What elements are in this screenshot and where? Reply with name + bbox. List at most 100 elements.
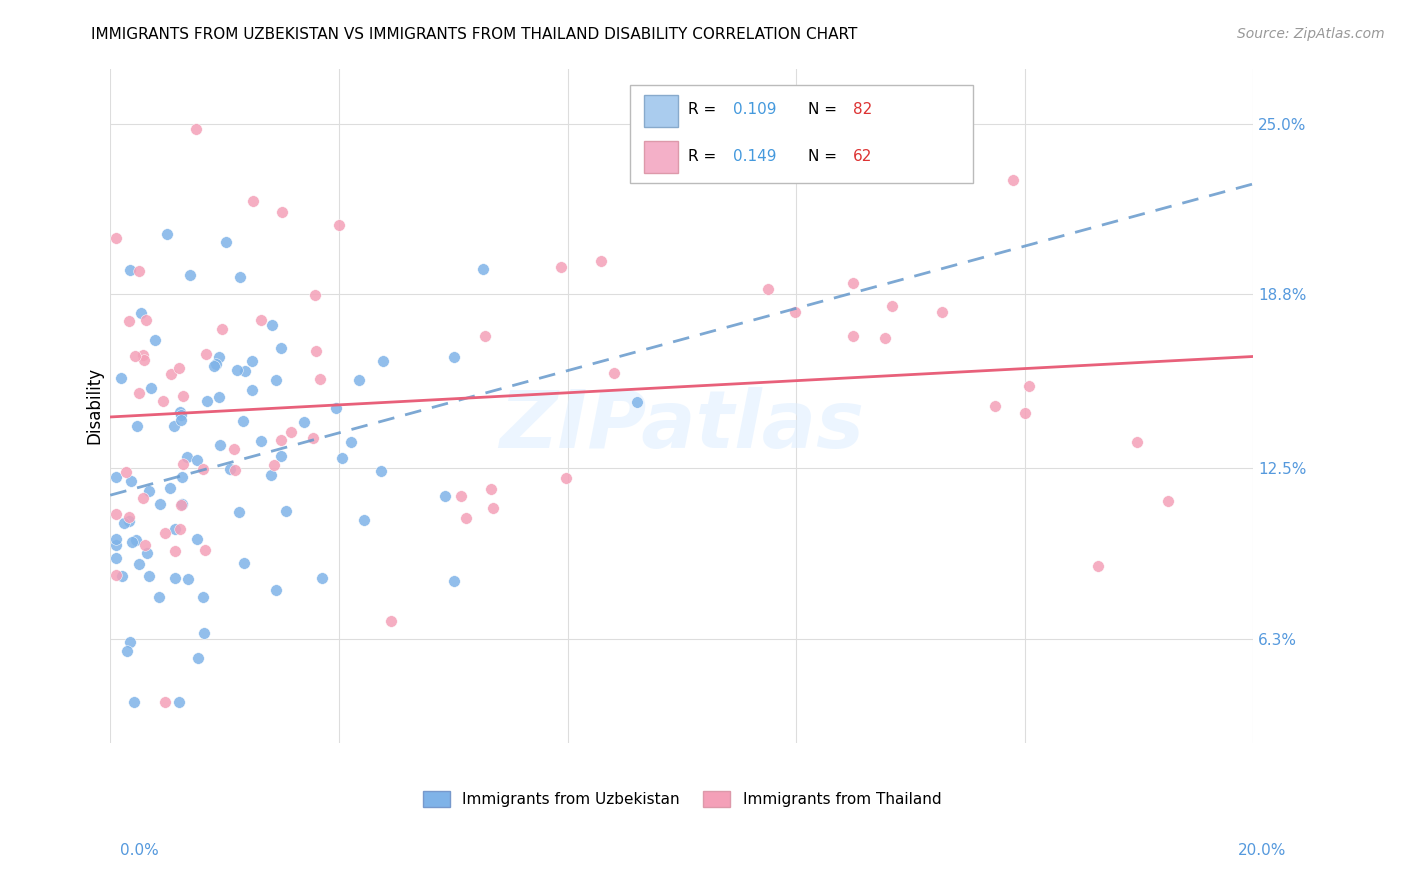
Legend: Immigrants from Uzbekistan, Immigrants from Thailand: Immigrants from Uzbekistan, Immigrants f… <box>416 785 948 814</box>
Point <box>169 413 191 427</box>
Point <box>603 366 626 380</box>
Text: 62: 62 <box>853 149 873 164</box>
Point <box>128 263 150 277</box>
Text: IMMIGRANTS FROM UZBEKISTAN VS IMMIGRANTS FROM THAILAND DISABILITY CORRELATION CH: IMMIGRANTS FROM UZBEKISTAN VS IMMIGRANTS… <box>91 27 858 42</box>
Point <box>222 442 245 456</box>
Point <box>208 350 231 364</box>
Y-axis label: Disability: Disability <box>86 368 103 444</box>
Point <box>143 333 166 347</box>
Point <box>177 572 200 586</box>
Point <box>193 591 215 605</box>
Point <box>250 434 273 448</box>
Point <box>270 450 292 464</box>
Point <box>186 453 208 467</box>
Point <box>626 394 648 409</box>
Point <box>104 551 127 566</box>
Point <box>875 331 897 345</box>
Point <box>242 383 264 397</box>
Point <box>250 313 273 327</box>
Point <box>169 409 191 423</box>
Point <box>264 582 287 597</box>
Point <box>170 470 193 484</box>
Point <box>104 538 127 552</box>
Point <box>148 590 170 604</box>
Point <box>112 516 135 530</box>
Text: N =: N = <box>807 102 841 117</box>
Point <box>373 354 395 368</box>
Point <box>115 644 138 658</box>
Point <box>165 570 187 584</box>
Point <box>120 635 142 649</box>
Point <box>167 360 190 375</box>
Point <box>120 474 142 488</box>
FancyBboxPatch shape <box>630 86 973 183</box>
Point <box>121 534 143 549</box>
Point <box>104 470 127 484</box>
Point <box>169 695 191 709</box>
Point <box>122 695 145 709</box>
Point <box>195 347 218 361</box>
Point <box>115 465 138 479</box>
Point <box>169 405 191 419</box>
Point <box>882 299 904 313</box>
Point <box>370 463 392 477</box>
Point <box>474 329 496 343</box>
Point <box>1018 379 1040 393</box>
Point <box>125 419 148 434</box>
Point <box>118 514 141 528</box>
Point <box>349 373 371 387</box>
Point <box>454 511 477 525</box>
Point <box>172 497 194 511</box>
Point <box>191 462 214 476</box>
Point <box>330 451 353 466</box>
Point <box>756 282 779 296</box>
Point <box>1002 173 1025 187</box>
Text: R =: R = <box>688 102 721 117</box>
Point <box>149 497 172 511</box>
Point <box>550 260 572 274</box>
Point <box>984 400 1007 414</box>
Point <box>842 328 865 343</box>
Point <box>194 542 217 557</box>
Point <box>163 544 186 558</box>
Point <box>170 498 193 512</box>
Point <box>205 357 228 371</box>
Point <box>104 230 127 244</box>
Point <box>152 394 174 409</box>
Point <box>186 532 208 546</box>
Point <box>124 349 146 363</box>
Point <box>229 269 252 284</box>
Text: Source: ZipAtlas.com: Source: ZipAtlas.com <box>1237 27 1385 41</box>
Point <box>134 538 156 552</box>
Point <box>260 467 283 482</box>
Point <box>325 401 347 415</box>
Point <box>132 352 155 367</box>
Point <box>270 341 292 355</box>
Point <box>785 305 807 319</box>
Point <box>172 457 194 471</box>
Point <box>118 509 141 524</box>
Point <box>135 545 157 559</box>
Point <box>172 388 194 402</box>
Point <box>209 438 232 452</box>
Point <box>187 651 209 665</box>
Point <box>132 348 155 362</box>
Point <box>118 263 141 277</box>
Point <box>159 481 181 495</box>
Point <box>328 219 350 233</box>
Point <box>228 505 250 519</box>
Point <box>224 462 246 476</box>
Point <box>160 368 183 382</box>
Point <box>104 568 127 582</box>
Point <box>340 434 363 449</box>
Text: 20.0%: 20.0% <box>1239 843 1286 858</box>
Text: ZIPatlas: ZIPatlas <box>499 387 865 465</box>
Point <box>353 513 375 527</box>
Point <box>931 305 953 319</box>
Point <box>162 419 184 434</box>
Point <box>274 504 297 518</box>
Point <box>589 253 612 268</box>
Text: 0.109: 0.109 <box>734 102 776 117</box>
Point <box>554 471 576 485</box>
Point <box>280 425 302 439</box>
